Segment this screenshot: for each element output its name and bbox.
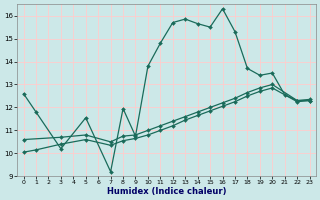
X-axis label: Humidex (Indice chaleur): Humidex (Indice chaleur) bbox=[107, 187, 226, 196]
